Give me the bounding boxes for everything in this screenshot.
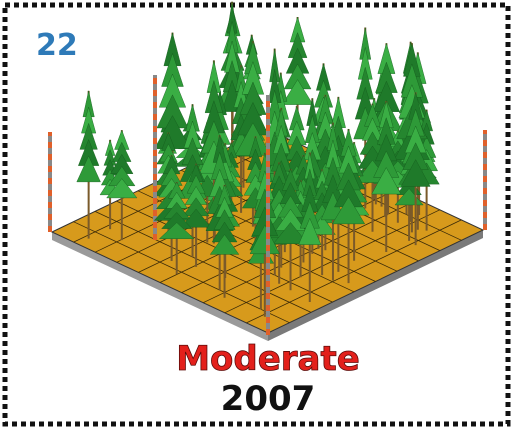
plot-number: 22 xyxy=(36,28,78,63)
trees xyxy=(50,2,485,335)
forest-plot-view: 22 Moderate 2007 xyxy=(0,0,513,429)
condition-label: Moderate xyxy=(176,339,360,379)
tree-crown xyxy=(77,156,101,182)
year-label: 2007 xyxy=(221,379,316,419)
